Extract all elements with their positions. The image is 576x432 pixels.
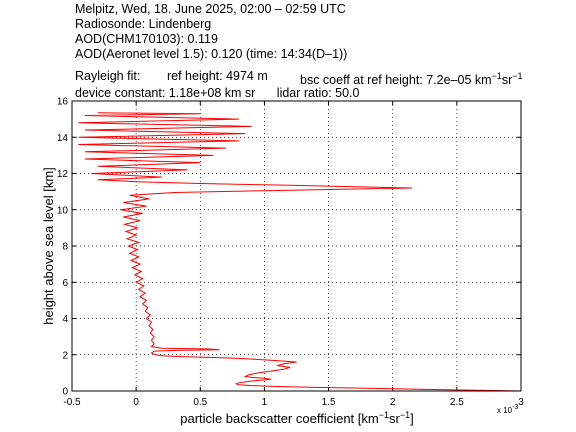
y-tick-label: 0 <box>62 387 68 398</box>
device-constant-label: device constant: 1.18e+08 km sr <box>75 86 256 100</box>
x-tick-label: 2 <box>390 397 396 408</box>
device-constant-line: device constant: 1.18e+08 km sr lidar ra… <box>75 86 359 100</box>
radiosonde-label: Radiosonde: Lindenberg <box>75 17 212 31</box>
x-tick-label: 2.5 <box>450 397 464 408</box>
grid-lines <box>72 101 521 391</box>
y-tick-label: 2 <box>62 350 68 361</box>
y-tick-label: 14 <box>57 133 69 144</box>
y-axis-label: height above sea level [km] <box>41 167 56 325</box>
x-tick-label: 1 <box>262 397 268 408</box>
x-tick-label: -0.5 <box>63 397 81 408</box>
bsc-coeff-label: bsc coeff at ref height: 7.2e–05 km−1sr−… <box>300 71 523 88</box>
x-tick-label: 0.5 <box>193 397 207 408</box>
y-tick-labels: 0 2 4 6 8 10 12 14 16 <box>57 97 69 398</box>
plot-frame <box>71 100 522 392</box>
y-tick-label: 6 <box>62 278 68 289</box>
y-tick-label: 16 <box>57 97 69 108</box>
x-tick-label: 1.5 <box>322 397 336 408</box>
rayleigh-fit-line: Rayleigh fit: ref height: 4974 m bsc coe… <box>75 69 565 87</box>
lidar-ratio-label: lidar ratio: 50.0 <box>276 86 360 100</box>
y-tick-label: 12 <box>57 169 69 180</box>
ref-height-label: ref height: 4974 m <box>167 69 268 83</box>
aod-chm-label: AOD(CHM170103): 0.119 <box>75 32 218 46</box>
x-multiplier-label: x 10-3 <box>497 404 518 415</box>
x-tick-labels: -0.5 0 0.5 1 1.5 2 2.5 3 <box>63 397 524 408</box>
x-tick-label: 3 <box>518 397 524 408</box>
series-line-backscatter <box>78 112 522 392</box>
x-tick-label: 0 <box>133 397 139 408</box>
y-tick-label: 8 <box>62 242 68 253</box>
aod-aeronet-label: AOD(Aeronet level 1.5): 0.120 (time: 14:… <box>75 47 348 61</box>
y-tick-label: 4 <box>62 314 68 325</box>
y-tick-label: 10 <box>57 205 69 216</box>
x-axis-label: particle backscatter coefficient [km−1sr… <box>180 410 413 426</box>
title-location-date: Melpitz, Wed, 18. June 2025, 02:00 – 02:… <box>75 2 346 16</box>
rayleigh-fit-label: Rayleigh fit: <box>75 69 141 83</box>
